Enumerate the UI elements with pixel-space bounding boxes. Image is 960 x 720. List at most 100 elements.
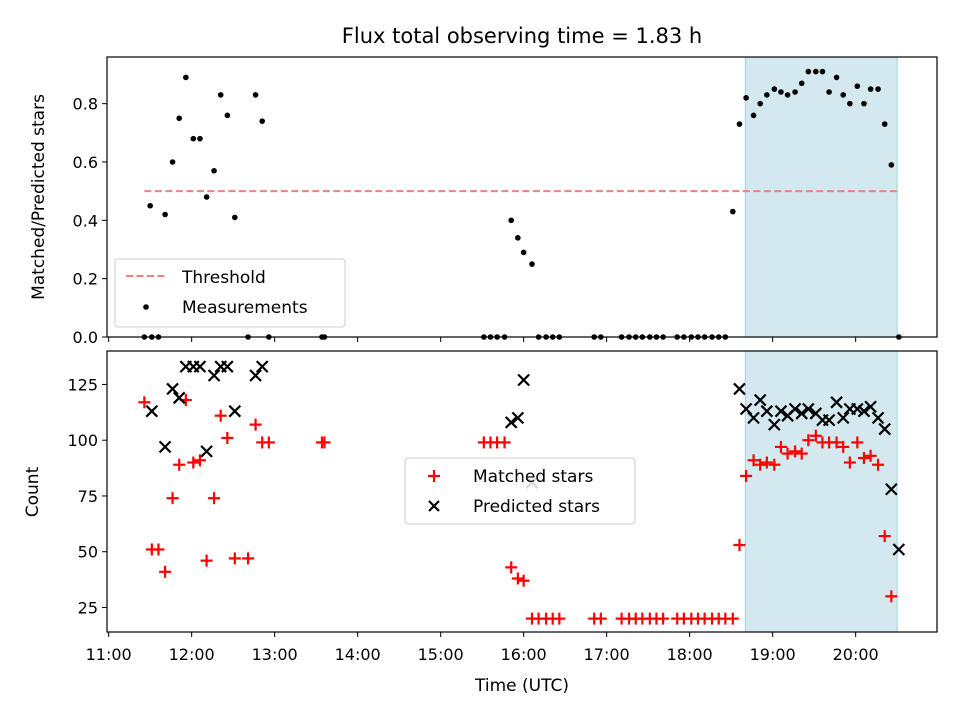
xtick-label: 11:00 bbox=[86, 645, 132, 664]
predicted-stars-point bbox=[795, 407, 808, 420]
predicted-stars-point bbox=[166, 382, 179, 396]
matched-stars-point bbox=[249, 418, 262, 431]
xtick-label: 19:00 bbox=[750, 645, 796, 664]
matched-stars-point bbox=[872, 458, 885, 471]
ratio-legend: Threshold Measurements bbox=[114, 258, 346, 328]
ratio-panel: 0.00.20.40.60.8 Matched/Predicted stars … bbox=[29, 56, 938, 347]
measurements-point bbox=[867, 86, 874, 92]
matched-stars-point bbox=[760, 456, 773, 469]
matched-stars-point bbox=[747, 454, 760, 467]
measurements-point bbox=[232, 214, 238, 221]
predicted-stars-point bbox=[760, 404, 774, 418]
matched-stars-point bbox=[864, 449, 877, 462]
measurements-point bbox=[529, 261, 535, 267]
count-legend-box bbox=[404, 457, 636, 525]
measurements-point bbox=[757, 100, 764, 107]
measurements-point bbox=[197, 135, 203, 142]
measurements-point bbox=[169, 159, 176, 165]
matched-stars-point bbox=[885, 590, 898, 603]
matched-stars-point bbox=[837, 440, 850, 453]
matched-legend-label: Matched stars bbox=[473, 467, 593, 487]
matched-stars-point bbox=[733, 539, 746, 552]
measurements-point bbox=[833, 74, 840, 81]
count-ytick-label: 25 bbox=[78, 598, 98, 617]
count-panel: 25 50 75 100 125 11:00 12:00 13:00 14:00 15:00 16… bbox=[23, 350, 938, 664]
matched-stars-point bbox=[774, 440, 787, 453]
predicted-stars-point bbox=[228, 404, 242, 418]
measurements-point bbox=[176, 115, 183, 122]
measurements-point bbox=[217, 92, 224, 98]
count-highlight-span bbox=[744, 350, 898, 633]
matched-stars-point bbox=[138, 396, 151, 409]
ratio-frame bbox=[106, 56, 938, 338]
measurements-point bbox=[798, 80, 805, 87]
count-x-ticks: 11:00 12:00 13:00 14:00 15:00 16:00 17:00 18:00… bbox=[86, 632, 879, 664]
predicted-stars-point bbox=[733, 382, 746, 396]
chart-title: Flux total observing time = 1.83 h bbox=[342, 24, 702, 48]
count-ytick-label: 50 bbox=[78, 543, 98, 562]
predicted-stars-point bbox=[193, 360, 207, 373]
measurements-point bbox=[252, 92, 259, 98]
measurements-point bbox=[888, 162, 895, 168]
predicted-stars-point bbox=[249, 369, 262, 382]
predicted-stars-point bbox=[836, 411, 850, 425]
matched-stars-point bbox=[781, 447, 794, 460]
measurements-point bbox=[203, 194, 210, 200]
predicted-stars-point bbox=[802, 402, 815, 416]
measurements-point bbox=[743, 95, 749, 101]
matched-stars-point bbox=[768, 458, 781, 471]
matched-stars-point bbox=[553, 612, 566, 625]
matched-stars-point bbox=[809, 429, 822, 442]
ratio-ytick-label: 0.6 bbox=[73, 153, 98, 172]
measurements-point bbox=[508, 217, 515, 224]
xtick-label: 18:00 bbox=[667, 645, 713, 664]
matched-stars-point bbox=[505, 561, 518, 574]
predicted-stars-point bbox=[511, 411, 525, 425]
xtick-label: 17:00 bbox=[584, 645, 630, 664]
matched-legend-swatch bbox=[428, 470, 440, 482]
matched-stars-point bbox=[517, 574, 530, 587]
matched-stars-point bbox=[802, 434, 815, 447]
predicted-stars-point bbox=[158, 440, 172, 454]
predicted-stars-point bbox=[878, 422, 891, 436]
ratio-highlight-span bbox=[744, 56, 898, 338]
predicted-stars-point bbox=[830, 396, 843, 409]
measurements-point bbox=[847, 100, 853, 107]
measurements-point bbox=[183, 74, 189, 81]
matched-stars-point bbox=[789, 445, 802, 458]
xtick-label: 13:00 bbox=[252, 645, 298, 664]
ratio-ytick-label: 0.8 bbox=[73, 95, 98, 114]
matched-stars-point bbox=[187, 456, 200, 469]
measurements-point bbox=[861, 100, 867, 107]
matched-stars-point bbox=[228, 552, 241, 565]
matched-stars-point bbox=[754, 458, 767, 471]
predicted-stars-point bbox=[864, 400, 877, 414]
chart-xlabel: Time (UTC) bbox=[474, 676, 569, 696]
measurements-point bbox=[792, 89, 798, 95]
predicted-stars-point bbox=[892, 543, 906, 556]
measurements-point bbox=[224, 112, 231, 119]
matched-stars-point bbox=[851, 436, 864, 449]
count-marks bbox=[138, 360, 906, 625]
predicted-stars-point bbox=[885, 482, 898, 496]
matched-stars-point bbox=[242, 552, 255, 565]
measurements-point bbox=[750, 112, 757, 119]
predicted-stars-point bbox=[747, 411, 760, 425]
measurements-point bbox=[764, 92, 770, 98]
measurements-point bbox=[736, 121, 743, 127]
ratio-ytick-label: 0.0 bbox=[73, 328, 98, 347]
count-ytick-label: 75 bbox=[78, 487, 98, 506]
measurements-point bbox=[778, 89, 784, 95]
measurements-point bbox=[784, 92, 791, 98]
predicted-stars-point bbox=[504, 416, 518, 429]
predicted-stars-point bbox=[200, 445, 213, 458]
predicted-legend-swatch bbox=[428, 500, 440, 512]
count-ytick-label: 100 bbox=[67, 431, 98, 450]
xtick-label: 14:00 bbox=[335, 645, 381, 664]
ratio-x-ticks bbox=[108, 337, 857, 342]
matched-stars-point bbox=[193, 454, 206, 467]
measurements-point bbox=[805, 68, 812, 75]
count-legend: Matched stars Predicted stars bbox=[404, 457, 636, 525]
matched-stars-point bbox=[208, 492, 221, 505]
